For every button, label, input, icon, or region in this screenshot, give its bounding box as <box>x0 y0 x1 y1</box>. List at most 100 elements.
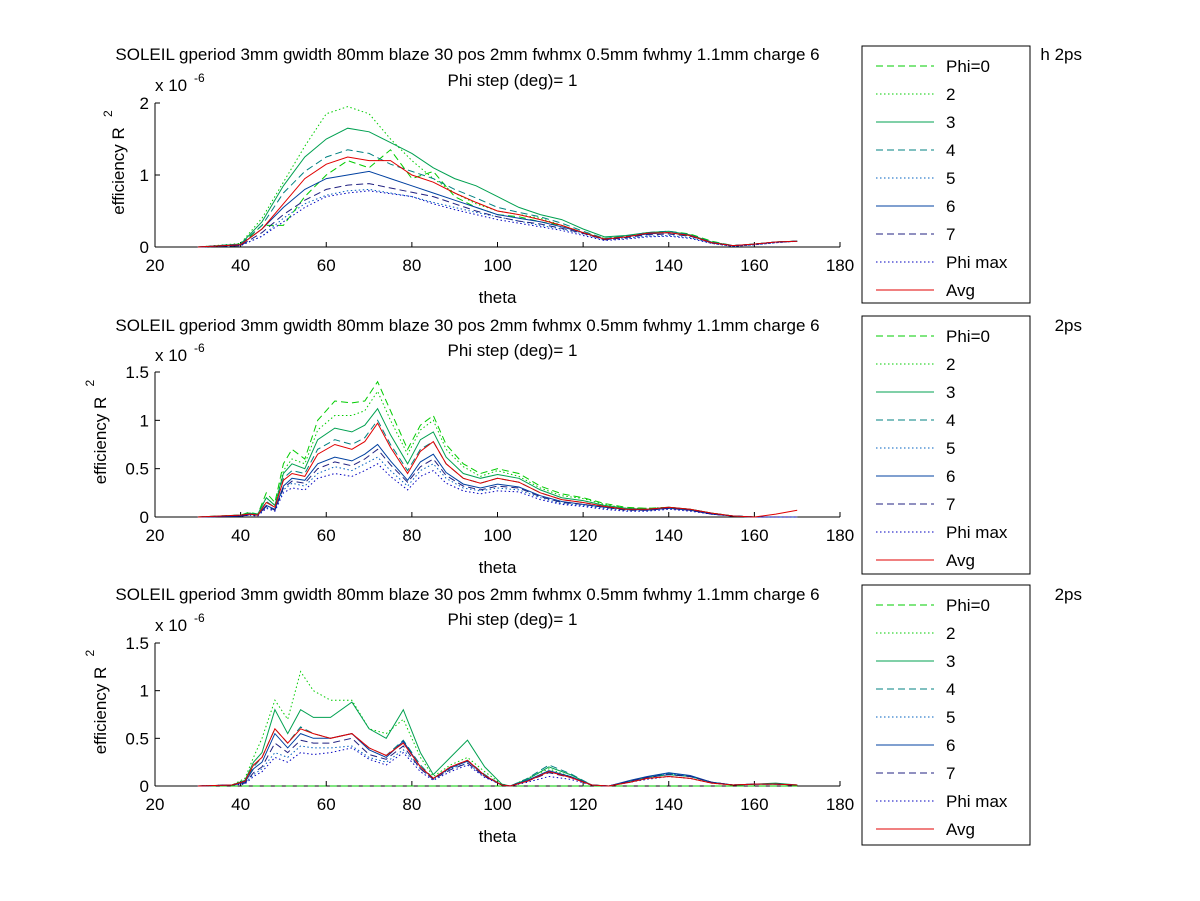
x-tick-label: 100 <box>483 526 511 545</box>
y-tick-label: 0 <box>140 508 149 527</box>
x-tick-label: 160 <box>740 526 768 545</box>
chart-title: SOLEIL gperiod 3mm gwidth 80mm blaze 30 … <box>115 585 819 604</box>
x-tick-label: 140 <box>655 795 683 814</box>
y-tick-label: 1 <box>140 411 149 430</box>
x-tick-label: 100 <box>483 795 511 814</box>
y-exponent-sup: -6 <box>194 341 205 355</box>
legend: Phi=0 2 3 4 5 6 7 Phi max Avg <box>861 315 1031 575</box>
x-tick-label: 120 <box>569 256 597 275</box>
series-line-6 <box>197 443 798 518</box>
x-axis-label: theta <box>479 558 517 577</box>
legend-label-7: 7 <box>946 225 955 244</box>
series-line-9 <box>197 422 798 518</box>
x-tick-label: 120 <box>569 526 597 545</box>
y-exponent-label: x 10 <box>155 76 187 95</box>
legend-label-3: 3 <box>946 652 955 671</box>
x-tick-label: 60 <box>317 795 336 814</box>
x-tick-label: 60 <box>317 256 336 275</box>
chart-title: SOLEIL gperiod 3mm gwidth 80mm blaze 30 … <box>115 45 819 64</box>
chart-title-tail: 2ps <box>1055 316 1082 335</box>
legend-label-5: 5 <box>946 439 955 458</box>
x-tick-label: 180 <box>826 526 854 545</box>
legend-label-1: Phi=0 <box>946 57 990 76</box>
legend-box <box>861 584 1031 846</box>
x-tick-label: 20 <box>146 795 165 814</box>
legend-box <box>861 45 1031 304</box>
series-line-3 <box>197 127 798 248</box>
series-line-6 <box>197 732 798 787</box>
subplot-2: SOLEIL gperiod 3mm gwidth 80mm blaze 30 … <box>83 315 1082 577</box>
chart-title: SOLEIL gperiod 3mm gwidth 80mm blaze 30 … <box>115 316 819 335</box>
y-exponent-label: x 10 <box>155 346 187 365</box>
y-tick-label: 0.5 <box>125 460 149 479</box>
x-axis-label: theta <box>479 288 517 307</box>
x-tick-label: 120 <box>569 795 597 814</box>
y-axis-label: efficiency R <box>91 667 110 755</box>
x-tick-label: 180 <box>826 795 854 814</box>
y-tick-label: 0.5 <box>125 729 149 748</box>
legend-label-7: 7 <box>946 495 955 514</box>
series-line-9 <box>197 156 798 248</box>
series-line-1 <box>197 149 798 248</box>
x-tick-label: 160 <box>740 795 768 814</box>
x-axis-label: theta <box>479 827 517 846</box>
legend-label-8: Phi max <box>946 792 1008 811</box>
legend-box <box>861 315 1031 575</box>
x-tick-label: 140 <box>655 526 683 545</box>
x-tick-label: 60 <box>317 526 336 545</box>
legend: Phi=0 2 3 4 5 6 7 Phi max Avg <box>861 45 1031 304</box>
legend-label-9: Avg <box>946 551 975 570</box>
legend: Phi=0 2 3 4 5 6 7 Phi max Avg <box>861 584 1031 846</box>
x-tick-label: 40 <box>231 256 250 275</box>
y-tick-label: 2 <box>140 94 149 113</box>
y-tick-label: 1 <box>140 166 149 185</box>
legend-label-4: 4 <box>946 680 955 699</box>
legend-label-8: Phi max <box>946 253 1008 272</box>
series-line-7 <box>197 737 798 787</box>
y-tick-label: 1.5 <box>125 634 149 653</box>
legend-label-7: 7 <box>946 764 955 783</box>
legend-label-2: 2 <box>946 624 955 643</box>
x-tick-label: 20 <box>146 256 165 275</box>
y-axis-label: efficiency R <box>109 127 128 215</box>
y-tick-label: 1 <box>140 682 149 701</box>
legend-label-8: Phi max <box>946 523 1008 542</box>
series-line-7 <box>197 448 798 518</box>
series-line-2 <box>197 390 798 518</box>
chart-title-tail: 2ps <box>1055 585 1082 604</box>
legend-label-9: Avg <box>946 281 975 300</box>
y-exponent-label: x 10 <box>155 616 187 635</box>
chart-subtitle: Phi step (deg)= 1 <box>448 341 578 360</box>
legend-label-1: Phi=0 <box>946 327 990 346</box>
legend-label-6: 6 <box>946 736 955 755</box>
chart-subtitle: Phi step (deg)= 1 <box>448 71 578 90</box>
subplot-1: SOLEIL gperiod 3mm gwidth 80mm blaze 30 … <box>101 45 1082 307</box>
y-axis-label: efficiency R <box>91 397 110 485</box>
legend-label-2: 2 <box>946 85 955 104</box>
chart-subtitle: Phi step (deg)= 1 <box>448 610 578 629</box>
series-line-9 <box>197 727 798 787</box>
legend-label-1: Phi=0 <box>946 596 990 615</box>
subplots-group: SOLEIL gperiod 3mm gwidth 80mm blaze 30 … <box>83 45 1082 846</box>
legend-label-3: 3 <box>946 113 955 132</box>
legend-label-5: 5 <box>946 169 955 188</box>
legend-label-6: 6 <box>946 467 955 486</box>
chart-title-tail: h 2ps <box>1040 45 1082 64</box>
x-tick-label: 160 <box>740 256 768 275</box>
subplot-3: SOLEIL gperiod 3mm gwidth 80mm blaze 30 … <box>83 584 1082 846</box>
x-tick-label: 80 <box>402 795 421 814</box>
x-tick-label: 180 <box>826 256 854 275</box>
legend-label-9: Avg <box>946 820 975 839</box>
x-tick-label: 80 <box>402 256 421 275</box>
legend-label-4: 4 <box>946 141 955 160</box>
y-exponent-sup: -6 <box>194 71 205 85</box>
legend-label-6: 6 <box>946 197 955 216</box>
y-axis-label-sup: 2 <box>83 650 97 657</box>
y-tick-label: 0 <box>140 777 149 796</box>
y-exponent-sup: -6 <box>194 611 205 625</box>
y-tick-label: 0 <box>140 238 149 257</box>
legend-label-3: 3 <box>946 383 955 402</box>
y-axis-label-sup: 2 <box>101 110 115 117</box>
legend-label-4: 4 <box>946 411 955 430</box>
